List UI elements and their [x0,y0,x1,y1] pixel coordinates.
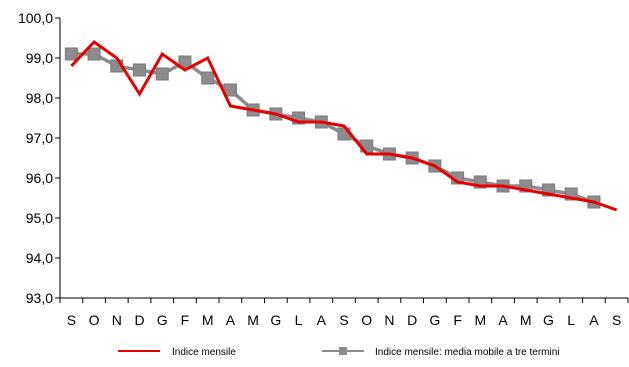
y-tick-label: 93,0 [26,290,53,306]
legend-item-series-1: Indice mensile [118,347,236,358]
legend-marker-series-2 [339,347,347,355]
series-2-point [133,63,147,77]
x-tick-label: G [429,312,440,328]
x-tick-label: A [226,312,236,328]
x-tick-label: A [317,312,327,328]
series-2-point [155,67,169,81]
x-tick-label: A [589,312,599,328]
y-tick-label: 94,0 [26,250,53,266]
x-tick-label: G [270,312,281,328]
series-layer [64,40,618,212]
x-tick-label: M [520,312,532,328]
x-tick-label: G [543,312,554,328]
y-tick-label: 95,0 [26,210,53,226]
legend: Indice mensile Indice mensile: media mob… [118,347,560,358]
legend-label-series-1: Indice mensile [172,347,236,358]
series-line-1 [70,40,618,212]
x-tick-label: G [157,312,168,328]
x-tick-label: N [112,312,122,328]
x-tick-label: F [453,312,462,328]
x-tick-label: O [361,312,372,328]
x-tick-label: D [407,312,417,328]
x-tick-label: M [202,312,214,328]
legend-item-series-2: Indice mensile: media mobile a tre termi… [322,347,560,358]
x-tick-label: F [181,312,190,328]
y-ticks: 93,0 94,0 95,0 96,0 97,0 98,0 99,0 100,0 [18,10,60,306]
axes [59,18,628,299]
y-tick-label: 97,0 [26,130,53,146]
series-2-point [87,47,101,61]
x-tick-label: S [339,312,348,328]
y-tick-label: 100,0 [18,10,53,26]
y-tick-label: 98,0 [26,90,53,106]
x-tick-label: L [295,312,303,328]
x-tick-label: N [384,312,394,328]
x-tick-label: M [247,312,259,328]
series-2-point [201,71,215,85]
y-tick-label: 99,0 [26,50,53,66]
x-tick-label: D [134,312,144,328]
series-2-point [64,47,78,61]
x-tick-label: L [567,312,575,328]
x-tick-label: M [474,312,486,328]
series-2-point [178,55,192,69]
x-tick-label: S [67,312,76,328]
x-tick-label: A [498,312,508,328]
legend-label-series-2: Indice mensile: media mobile a tre termi… [375,347,560,358]
x-tick-label: S [612,312,621,328]
x-tick-label: O [89,312,100,328]
y-tick-label: 96,0 [26,170,53,186]
